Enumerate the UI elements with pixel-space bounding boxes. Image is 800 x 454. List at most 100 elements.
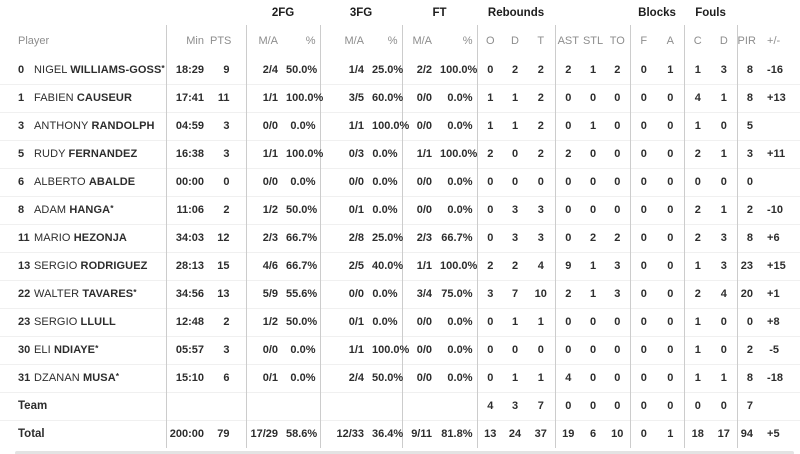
player-row: 6 ALBERTO ABALDE 00:00 0 0/0 0.0% 0/0 0.0% 0/0 0.…	[0, 167, 800, 196]
cell-pir: 8	[736, 223, 768, 252]
cell-foul-committed: 1	[683, 307, 712, 336]
cell-foul-drawn: 3	[711, 223, 738, 252]
player-row: 13 SERGIO RODRIGUEZ 28:13 15 4/6 66.7% 2/5 40.0…	[0, 251, 800, 280]
cell-3fg-ma: 0/1	[319, 195, 372, 224]
cell-2fg-ma: 0/0	[245, 167, 286, 196]
cell-block-favor: 0	[629, 223, 658, 252]
cell-pts: 79	[210, 419, 246, 448]
player-last-name: LLULL	[80, 316, 116, 328]
cell-reb-t: 0	[527, 335, 556, 364]
header-reb-d: D	[511, 34, 519, 47]
cell-foul-committed: 0	[683, 391, 712, 420]
cell-foul-drawn: 17	[711, 419, 738, 448]
cell-reb-t: 2	[527, 139, 556, 168]
cell-plus-minus: -10	[767, 195, 800, 224]
cell-reb-t: 4	[527, 251, 556, 280]
player-number: 0	[18, 63, 25, 76]
cell-foul-committed: 1	[683, 363, 712, 392]
cell-reb-o: 1	[476, 83, 503, 112]
cell-to: 0	[605, 307, 631, 336]
cell-reb-d: 1	[503, 83, 527, 112]
cell-2fg-ma: 2/3	[245, 223, 286, 252]
cell-player: Total	[0, 419, 166, 448]
cell-ft-pct: 81.8%	[440, 419, 477, 448]
cell-to: 0	[605, 363, 631, 392]
cell-plus-minus: +5	[767, 419, 800, 448]
player-number: 1	[18, 92, 25, 104]
group-label-rebounds: Rebounds	[487, 6, 545, 19]
cell-block-favor: 0	[629, 363, 658, 392]
cell-min	[165, 391, 210, 420]
cell-pts	[210, 391, 246, 420]
cell-ft-ma: 1/1	[401, 139, 440, 168]
player-number: 3	[18, 120, 25, 132]
cell-reb-t: 2	[527, 83, 556, 112]
cell-reb-o: 1	[476, 111, 503, 140]
cell-ft-pct: 75.0%	[440, 279, 477, 308]
starter-asterisk: *	[95, 343, 99, 353]
cell-pts: 12	[210, 223, 246, 252]
cell-ft-pct: 66.7%	[440, 223, 477, 252]
player-first-name: ANTHONY	[34, 120, 92, 132]
cell-foul-committed: 0	[683, 167, 712, 196]
cell-reb-o: 0	[476, 363, 503, 392]
header-foul-committed: C	[683, 25, 712, 56]
cell-block-against: 0	[657, 139, 685, 168]
cell-reb-o: 0	[476, 167, 503, 196]
summary-row: Total 200:00 79 17/29 58.6% 12/33 36.4% 9/11 81.…	[0, 419, 800, 448]
cell-foul-committed: 2	[683, 223, 712, 252]
cell-foul-drawn: 4	[711, 279, 738, 308]
player-first-name: DZANAN	[34, 372, 83, 384]
cell-reb-t: 3	[527, 223, 556, 252]
cell-2fg-ma: 1/1	[245, 139, 286, 168]
cell-min: 18:29	[165, 56, 210, 84]
player-first-name: WALTER	[34, 288, 83, 300]
player-first-name: SERGIO	[34, 260, 81, 272]
horizontal-scrollbar[interactable]	[15, 451, 794, 454]
cell-3fg-ma: 0/3	[319, 139, 372, 168]
cell-block-against: 0	[657, 391, 685, 420]
starter-asterisk: *	[161, 62, 165, 73]
cell-2fg-ma	[245, 391, 286, 420]
player-row: 22 WALTER TAVARES* 34:56 13 5/9 55.6% 0/0 0.0% 3…	[0, 279, 800, 308]
cell-foul-committed: 1	[683, 56, 712, 84]
cell-player: 0 NIGEL WILLIAMS-GOSS*	[0, 56, 166, 84]
cell-plus-minus: -18	[767, 363, 800, 392]
cell-foul-drawn: 0	[711, 335, 738, 364]
player-number: 30	[18, 344, 31, 356]
cell-plus-minus: +8	[767, 307, 800, 336]
cell-2fg-pct: 55.6%	[286, 279, 320, 308]
cell-3fg-pct: 25.0%	[372, 223, 403, 252]
cell-reb-o: 0	[476, 195, 503, 224]
cell-reb-o: 2	[476, 251, 503, 280]
cell-min: 28:13	[165, 251, 210, 280]
cell-block-favor: 0	[629, 279, 658, 308]
cell-2fg-pct: 58.6%	[286, 419, 320, 448]
cell-foul-committed: 2	[683, 279, 712, 308]
summary-row-label: Total	[18, 428, 45, 441]
cell-2fg-pct: 0.0%	[286, 363, 320, 392]
cell-ft-ma	[401, 391, 440, 420]
cell-reb-d: 7	[503, 279, 527, 308]
cell-stl: 0	[581, 83, 606, 112]
cell-to: 0	[605, 335, 631, 364]
cell-foul-drawn: 0	[711, 391, 738, 420]
cell-2fg-ma: 5/9	[245, 279, 286, 308]
cell-to: 0	[605, 167, 631, 196]
cell-stl: 0	[581, 391, 606, 420]
cell-ast: 0	[554, 83, 582, 112]
cell-player: 22 WALTER TAVARES*	[0, 279, 166, 308]
cell-3fg-pct: 0.0%	[372, 139, 402, 168]
cell-reb-d: 3	[503, 195, 527, 224]
cell-min: 11:06	[165, 195, 210, 224]
cell-3fg-ma: 2/5	[319, 251, 372, 280]
cell-block-favor: 0	[629, 335, 658, 364]
player-row: 31 DZANAN MUSA* 15:10 6 0/1 0.0% 2/4 50.0% 0/0 0.…	[0, 363, 800, 392]
cell-2fg-ma: 4/6	[245, 251, 286, 280]
cell-stl: 6	[581, 419, 606, 448]
cell-foul-drawn: 0	[711, 307, 738, 336]
cell-ast: 0	[554, 111, 582, 140]
player-last-name: FERNANDEZ	[68, 148, 138, 160]
cell-pir: 8	[736, 363, 768, 392]
